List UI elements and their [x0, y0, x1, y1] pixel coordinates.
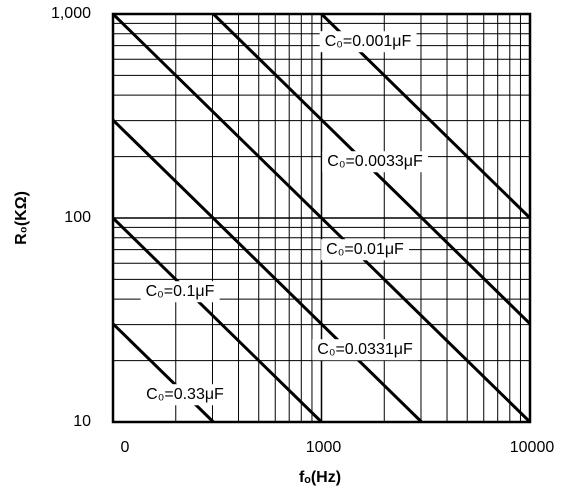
x-tick-label: 1000 — [306, 439, 342, 456]
y-tick-label: 1,000 — [51, 5, 91, 22]
x-tick-label: 0 — [121, 439, 130, 456]
series-label-bg — [321, 239, 410, 261]
y-tick-label: 100 — [64, 209, 91, 226]
series-label: C₀=0.33μF — [146, 386, 224, 403]
x-axis-title: fₒ(Hz) — [299, 469, 341, 486]
series-label-bg — [319, 31, 417, 53]
x-tick-label: 10000 — [510, 439, 555, 456]
series-label: C₀=0.1μF — [146, 283, 215, 300]
series-label-bg — [312, 339, 418, 361]
y-axis-title: R₀(KΩ) — [13, 191, 30, 245]
series-label-bg — [322, 151, 428, 173]
series-label: C₀=0.0033μF — [327, 153, 423, 170]
series-line — [111, 216, 323, 424]
series-label-bg — [141, 384, 230, 406]
series-line — [111, 119, 423, 424]
series-label-bg — [140, 281, 220, 303]
series-line — [111, 322, 215, 424]
series-label: C₀=0.001μF — [325, 33, 412, 50]
series-line — [111, 12, 532, 424]
y-tick-label: 10 — [73, 413, 91, 430]
series-label: C₀=0.0331μF — [317, 341, 413, 358]
series-label: C₀=0.01μF — [326, 241, 404, 258]
